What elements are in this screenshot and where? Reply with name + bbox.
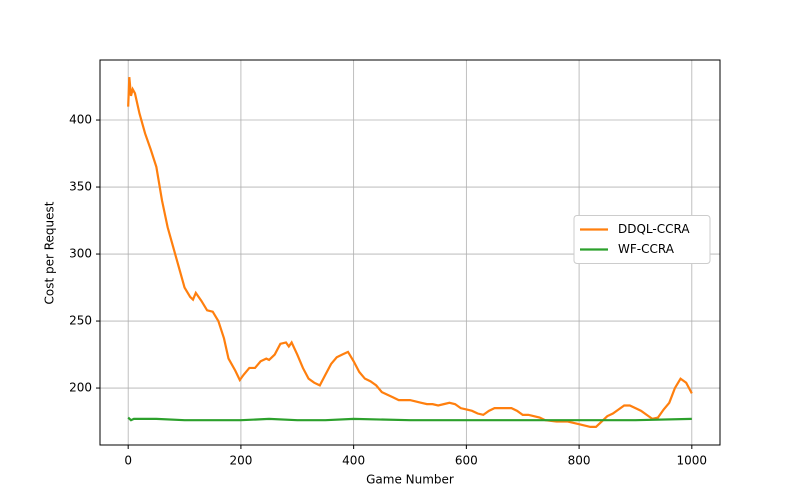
legend-label: DDQL-CCRA [618,222,690,236]
y-tick-label: 300 [69,247,92,261]
x-tick-label: 400 [342,454,365,468]
x-tick-label: 0 [124,454,132,468]
x-tick-label: 200 [229,454,252,468]
x-tick-label: 600 [455,454,478,468]
legend-label: WF-CCRA [618,242,675,256]
x-axis-label: Game Number [366,473,454,487]
legend: DDQL-CCRA WF-CCRA [573,215,711,264]
x-tick-label: 1000 [677,454,708,468]
line [127,416,692,422]
line [127,77,693,429]
y-tick-label: 250 [69,314,92,328]
y-tick-label: 400 [69,113,92,127]
legend-box [573,215,711,264]
y-axis-label: Cost per Request [43,201,57,304]
y-tick-label: 350 [69,180,92,194]
x-tick-label: 800 [568,454,591,468]
plot-frame [99,59,721,446]
y-tick-label: 200 [69,381,92,395]
